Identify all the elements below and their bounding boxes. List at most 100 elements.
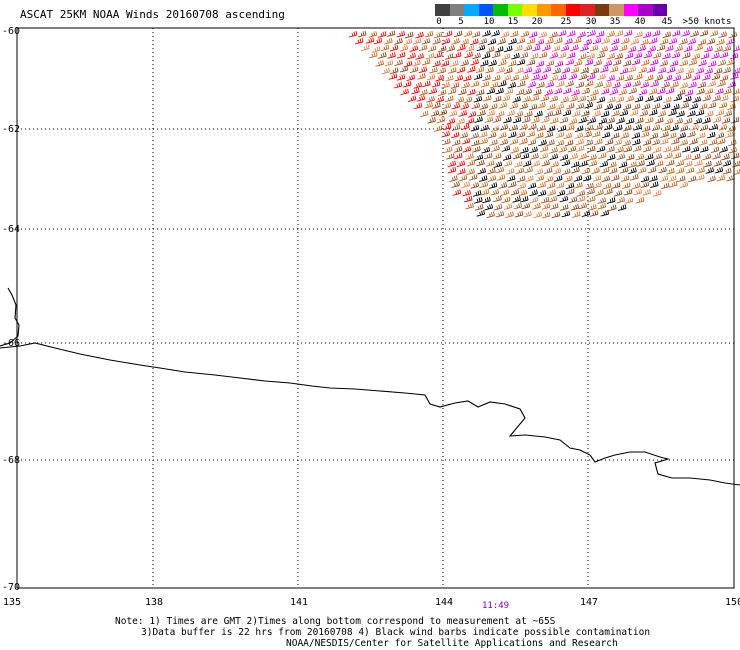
wind-barb: [615, 74, 625, 82]
legend-swatch: [522, 4, 537, 16]
wind-barb: [533, 89, 542, 96]
wind-barb: [662, 31, 672, 39]
wind-barb: [445, 95, 454, 103]
wind-barb: [574, 132, 584, 139]
wind-barb: [718, 101, 728, 109]
wind-barb: [472, 190, 482, 197]
wind-barb: [667, 132, 677, 140]
wind-barb: [682, 52, 691, 59]
antarctic-coastline: [0, 287, 740, 486]
wind-barb: [487, 131, 497, 139]
wind-barb: [600, 66, 609, 73]
wind-barb: [604, 188, 613, 195]
wind-barb: [575, 145, 585, 152]
wind-barb: [623, 29, 633, 37]
wind-barb: [537, 189, 547, 197]
wind-barb: [616, 153, 626, 161]
wind-barb: [526, 37, 536, 45]
wind-barb: [721, 117, 731, 124]
wind-barb: [539, 152, 549, 160]
wind-barb: [505, 168, 515, 175]
wind-barb: [510, 74, 520, 82]
wind-barb: [606, 117, 616, 124]
wind-barb: [521, 116, 531, 124]
wind-barb: [659, 175, 669, 182]
legend-label: 35: [609, 17, 621, 27]
wind-barb: [539, 145, 549, 153]
wind-barb: [519, 195, 529, 203]
wind-barb: [716, 38, 725, 46]
wind-barb: [620, 175, 630, 182]
wind-barb: [558, 146, 568, 153]
wind-barb: [578, 153, 587, 160]
wind-barb: [571, 166, 580, 174]
wind-barb: [504, 67, 513, 74]
legend-swatch: [638, 4, 653, 16]
wind-barb: [700, 52, 710, 60]
wind-barb: [506, 110, 515, 117]
wind-barb: [581, 110, 590, 117]
wind-barb: [446, 153, 455, 160]
wind-barb: [590, 67, 600, 75]
wind-barb: [539, 73, 548, 81]
wind-barb: [396, 74, 406, 81]
wind-barb: [658, 166, 667, 174]
wind-barb: [473, 73, 483, 80]
wind-barb: [677, 132, 686, 139]
wind-barb: [565, 124, 575, 131]
wind-barb: [549, 31, 558, 39]
wind-barb: [652, 146, 662, 153]
wind-barb: [396, 51, 406, 59]
legend-swatch: [594, 4, 609, 16]
wind-barb: [460, 103, 469, 110]
wind-barb: [575, 138, 584, 146]
wind-barb: [590, 89, 599, 96]
wind-barb: [396, 30, 406, 38]
latitude-label: -64: [2, 224, 20, 235]
wind-barb: [704, 45, 713, 53]
wind-barb: [620, 132, 629, 139]
wind-barb: [527, 138, 537, 146]
wind-barb: [377, 31, 387, 38]
wind-barb: [671, 103, 680, 111]
wind-barb: [659, 59, 669, 67]
wind-barb: [622, 139, 631, 147]
legend-swatch: [464, 4, 479, 16]
legend-swatch: [478, 4, 493, 16]
wind-barb: [707, 102, 717, 109]
wind-barb: [442, 138, 451, 146]
wind-barb: [683, 73, 692, 81]
wind-barb: [393, 81, 403, 89]
wind-barb: [661, 102, 671, 110]
wind-barb: [526, 59, 536, 66]
wind-barb: [717, 59, 727, 67]
wind-barb: [627, 46, 637, 53]
wind-barb: [722, 67, 731, 74]
wind-barb: [554, 37, 563, 44]
wind-barb: [490, 189, 500, 196]
wind-barb: [639, 109, 649, 117]
wind-barb: [466, 159, 476, 167]
wind-barb: [613, 190, 623, 197]
wind-barb: [593, 59, 602, 67]
wind-barb: [526, 130, 536, 138]
wind-barb: [519, 52, 529, 59]
wind-barb: [435, 74, 445, 82]
wind-barb: [470, 38, 479, 46]
wind-barb: [576, 195, 586, 203]
wind-barb: [699, 29, 709, 37]
wind-barb: [627, 66, 637, 73]
wind-barb: [618, 161, 628, 168]
wind-barb: [648, 88, 658, 95]
wind-barb: [709, 30, 719, 37]
wind-barb: [710, 146, 720, 153]
wind-barb: [553, 175, 563, 182]
legend-color-bar: [435, 4, 735, 16]
wind-barb: [456, 66, 466, 74]
wind-barb: [562, 87, 572, 95]
wind-barb: [681, 30, 690, 37]
wind-barb: [704, 110, 714, 118]
wind-barb: [687, 38, 696, 45]
wind-barb: [380, 44, 390, 52]
